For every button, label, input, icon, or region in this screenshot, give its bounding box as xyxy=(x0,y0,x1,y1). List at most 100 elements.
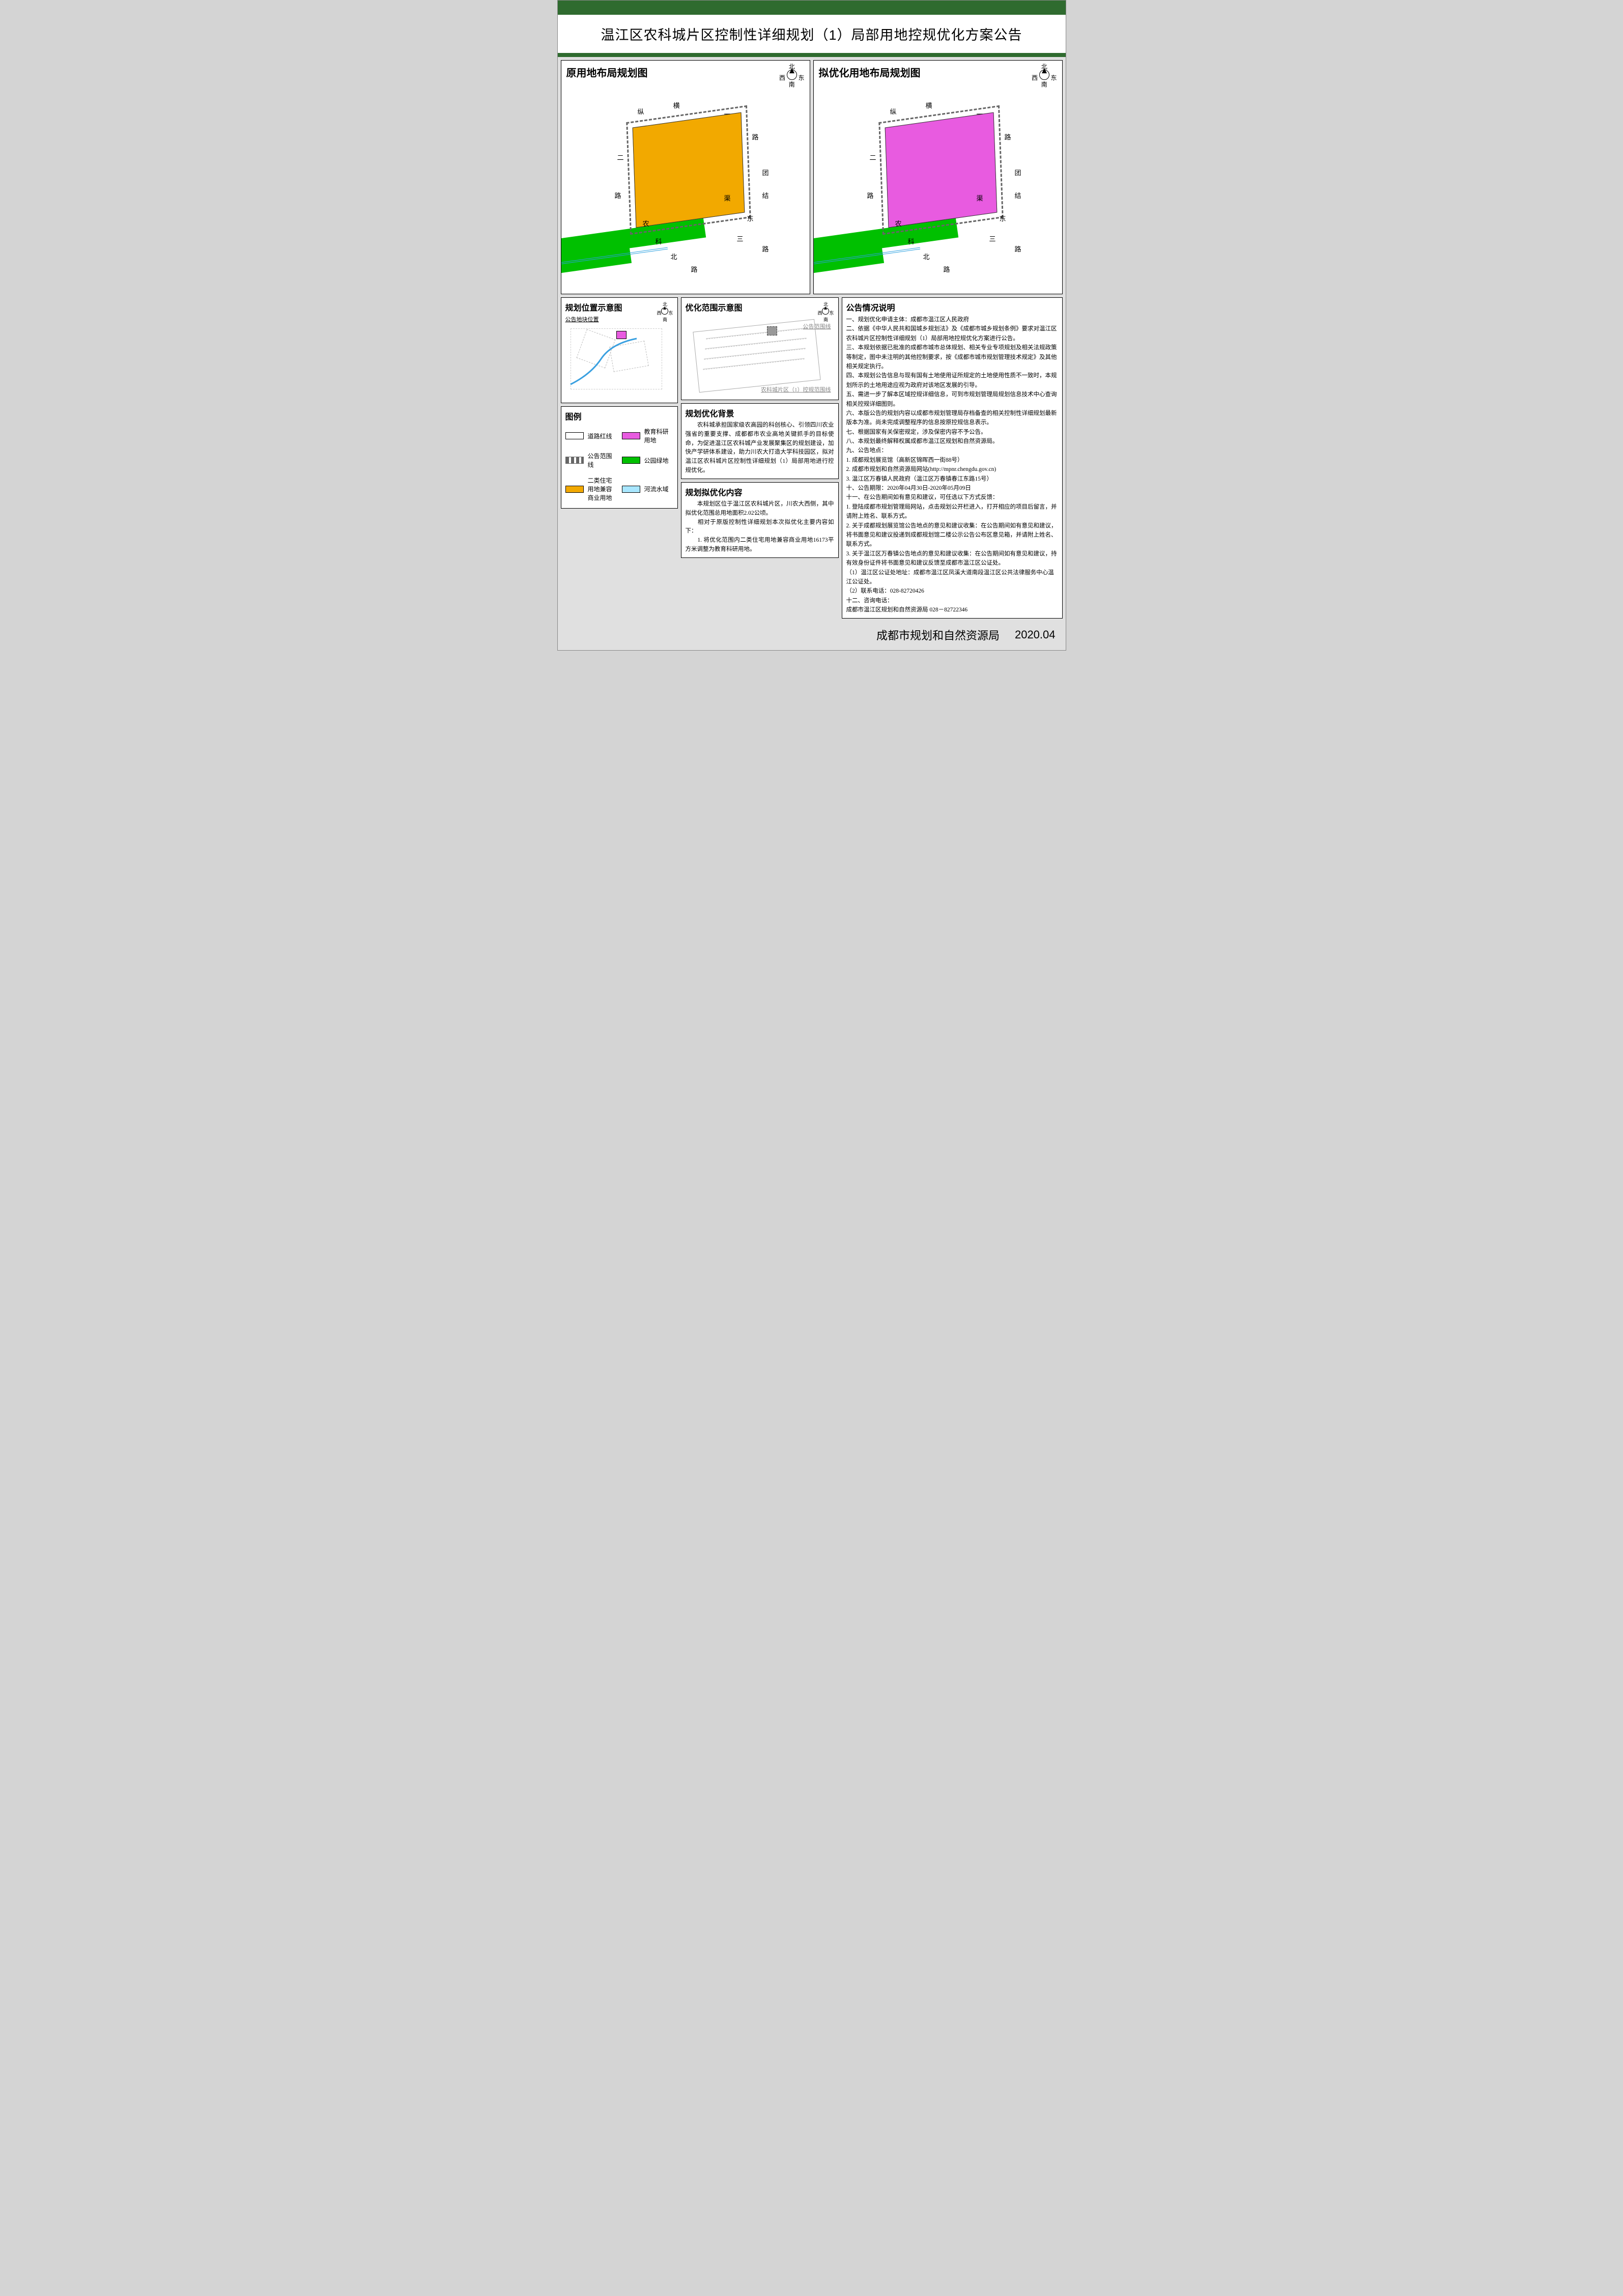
legend-label: 河流水域 xyxy=(644,485,669,493)
content-p1: 本规划区位于温江区农科城片区，川农大西侧，其中拟优化范围总用地面积2.02公顷。 xyxy=(686,500,834,518)
legend-item: 教育科研用地 xyxy=(622,427,673,444)
legend-swatch xyxy=(622,486,640,493)
legend-panel: 图例 道路红线 教育科研用地公告范围线公园绿地二类住宅用地兼容商业用地 河流水域 xyxy=(561,406,678,509)
footer-date: 2020.04 xyxy=(1015,628,1056,641)
legend-item: 二类住宅用地兼容商业用地 xyxy=(565,476,617,502)
road-label: 团 xyxy=(1015,167,1021,177)
notice-line: 十一、在公告期间如有意见和建议，可任选以下方式反馈： xyxy=(846,493,1058,502)
road-label: 科 xyxy=(908,236,915,246)
road-label: 路 xyxy=(944,264,950,274)
map-original: 原用地布局规划图 北 西 东 南 纵 横 一 二 xyxy=(561,60,810,294)
top-green-bar xyxy=(558,1,1066,11)
col-mid: 北 西东 南 优化范围示意图 公告范围线 农科城片区（1）控规范围线 xyxy=(681,297,839,619)
notice-line: 五、需进一步了解本区域控规详细信息，可到市规划管理局规划信息技术中心查询相关控规… xyxy=(846,390,1058,409)
notice-line: （2）联系电话：028-82720426 xyxy=(846,586,1058,596)
legend-label: 二类住宅用地兼容商业用地 xyxy=(588,476,617,502)
plot-area: 纵 横 一 二 路 团 结 东 三 路 农 科 北 路 渠 路 xyxy=(814,61,1062,294)
road-label: 路 xyxy=(1015,244,1021,254)
road-label: 结 xyxy=(1015,190,1021,200)
compass-icon: 北 西东 南 xyxy=(657,301,673,323)
road-label: 二 xyxy=(870,152,876,162)
legend-item: 道路红线 xyxy=(565,427,617,444)
road-label: 北 xyxy=(923,251,930,261)
page-root: 温江区农科城片区控制性详细规划（1）局部用地控规优化方案公告 原用地布局规划图 … xyxy=(557,0,1066,651)
road-label: 一 xyxy=(724,109,731,119)
notice-line: 一、规划优化申请主体：成都市温江区人民政府 xyxy=(846,315,1058,324)
notice-line: 2. 成都市规划和自然资源局网站(http://mpnr.chengdu.gov… xyxy=(846,465,1058,474)
road-label: 东 xyxy=(1000,213,1006,223)
notice-line: 四、本规划公告信息与现有国有土地使用证所规定的土地使用性质不一致时，本规划所示的… xyxy=(846,371,1058,390)
road-label: 团 xyxy=(762,167,769,177)
location-marker xyxy=(616,331,627,339)
road-label: 东 xyxy=(747,213,754,223)
road-label: 路 xyxy=(615,190,621,200)
legend-item: 公告范围线 xyxy=(565,452,617,469)
road-label: 渠 xyxy=(977,193,983,203)
compass-w: 西 xyxy=(657,311,661,316)
location-panel: 北 西东 南 规划位置示意图 公告地块位置 xyxy=(561,297,678,403)
range-label-1: 公告范围线 xyxy=(803,322,831,330)
road-label: 农 xyxy=(643,218,649,228)
legend-label: 教育科研用地 xyxy=(644,427,673,444)
road-label: 三 xyxy=(737,234,744,243)
notice-line: 六、本版公告的规划内容以成都市规划管理局存档备查的相关控制性详细规划最新版本为准… xyxy=(846,409,1058,428)
content-title: 规划拟优化内容 xyxy=(686,486,834,498)
notice-title: 公告情况说明 xyxy=(846,301,1058,313)
road-label: 二 xyxy=(617,152,624,162)
notice-line: 成都市温江区规划和自然资源局 028－82722346 xyxy=(846,605,1058,614)
road-label: 一 xyxy=(977,109,983,119)
notice-line: 十二、咨询电话： xyxy=(846,596,1058,605)
road-label: 横 xyxy=(673,100,680,110)
notice-body: 一、规划优化申请主体：成都市温江区人民政府二、依据《中华人民共和国城乡规划法》及… xyxy=(846,315,1058,615)
notice-line: 3. 关于温江区万春镇公告地点的意见和建议收集：在公告期间如有意见和建议，持有效… xyxy=(846,549,1058,568)
notice-line: 九、公告地点： xyxy=(846,446,1058,455)
background-text: 农科城承担国家级农高园的科创核心、引领四川农业强省的重要支撑、成都都市农业高地关… xyxy=(686,421,834,475)
compass-ring-icon xyxy=(661,307,668,315)
footer: 成都市规划和自然资源局 2020.04 xyxy=(558,622,1066,650)
range-title: 优化范围示意图 xyxy=(686,301,834,313)
col-right: 公告情况说明 一、规划优化申请主体：成都市温江区人民政府二、依据《中华人民共和国… xyxy=(842,297,1063,619)
announce-boundary xyxy=(626,105,751,235)
background-title: 规划优化背景 xyxy=(686,407,834,419)
notice-line: 二、依据《中华人民共和国城乡规划法》及《成都市城乡规划条例》要求对温江区农科城片… xyxy=(846,324,1058,343)
location-minimap xyxy=(565,323,673,400)
legend-title: 图例 xyxy=(565,410,673,422)
notice-line: 三、本规划依据已批准的成都市城市总体规划、相关专业专项规划及相关法规政策等制定，… xyxy=(846,343,1058,371)
range-panel: 北 西东 南 优化范围示意图 公告范围线 农科城片区（1）控规范围线 xyxy=(681,297,839,400)
notice-line: 十、公告期限：2020年04月30日-2020年05月09日 xyxy=(846,484,1058,493)
legend-swatch xyxy=(622,432,640,439)
compass-ring-icon xyxy=(822,307,829,315)
parcel-outline xyxy=(878,105,1003,235)
notice-line: 八、本规划最终解释权属成都市温江区规划和自然资源局。 xyxy=(846,437,1058,446)
notice-panel: 公告情况说明 一、规划优化申请主体：成都市温江区人民政府二、依据《中华人民共和国… xyxy=(842,297,1063,619)
legend-swatch xyxy=(622,457,640,464)
road-label: 路 xyxy=(691,264,698,274)
map-optimized: 拟优化用地布局规划图 北 西 东 南 纵 横 一 二 路 xyxy=(813,60,1063,294)
plot-area: 纵 横 一 二 路 团 结 东 三 路 农 科 北 路 渠 路 xyxy=(561,61,810,294)
road-label: 横 xyxy=(926,100,932,110)
maps-row: 原用地布局规划图 北 西 东 南 纵 横 一 二 xyxy=(558,57,1066,297)
content-p3: 1. 将优化范围内二类住宅用地兼容商业用地16173平方米调整为教育科研用地。 xyxy=(686,536,834,554)
legend-label: 公告范围线 xyxy=(588,452,617,469)
notice-line: （1）温江区公证处地址：成都市温江区凤溪大道南段温江区公共法律服务中心温江公证处… xyxy=(846,568,1058,587)
range-label-2: 农科城片区（1）控规范围线 xyxy=(761,385,831,394)
range-minimap: 公告范围线 农科城片区（1）控规范围线 xyxy=(686,315,834,397)
road-label: 路 xyxy=(762,244,769,254)
road-label: 结 xyxy=(762,190,769,200)
compass-e: 东 xyxy=(668,311,673,316)
road-label: 路 xyxy=(1005,132,1011,142)
announce-boundary xyxy=(878,105,1003,235)
notice-line: 七、根据国家有关保密规定，涉及保密内容不予公告。 xyxy=(846,428,1058,437)
notice-line: 1. 成都规划展览馆（高新区锦晖西一街88号） xyxy=(846,456,1058,465)
content-panel: 规划拟优化内容 本规划区位于温江区农科城片区，川农大西侧，其中拟优化范围总用地面… xyxy=(681,482,839,558)
compass-s: 南 xyxy=(663,317,667,322)
road-label: 三 xyxy=(989,234,996,243)
legend-label: 道路红线 xyxy=(588,432,612,440)
background-panel: 规划优化背景 农科城承担国家级农高园的科创核心、引领四川农业强省的重要支撑、成都… xyxy=(681,403,839,479)
notice-line: 2. 关于成都规划展览馆公告地点的意见和建议收集：在公告期间如有意见和建议，将书… xyxy=(846,521,1058,549)
road-label: 路 xyxy=(867,190,874,200)
content-p2: 相对于原版控制性详细规划本次拟优化主要内容如下： xyxy=(686,518,834,537)
legend-item: 公园绿地 xyxy=(622,452,673,469)
road-label: 农 xyxy=(895,218,902,228)
bottom-row: 北 西东 南 规划位置示意图 公告地块位置 图例 道路 xyxy=(558,297,1066,622)
